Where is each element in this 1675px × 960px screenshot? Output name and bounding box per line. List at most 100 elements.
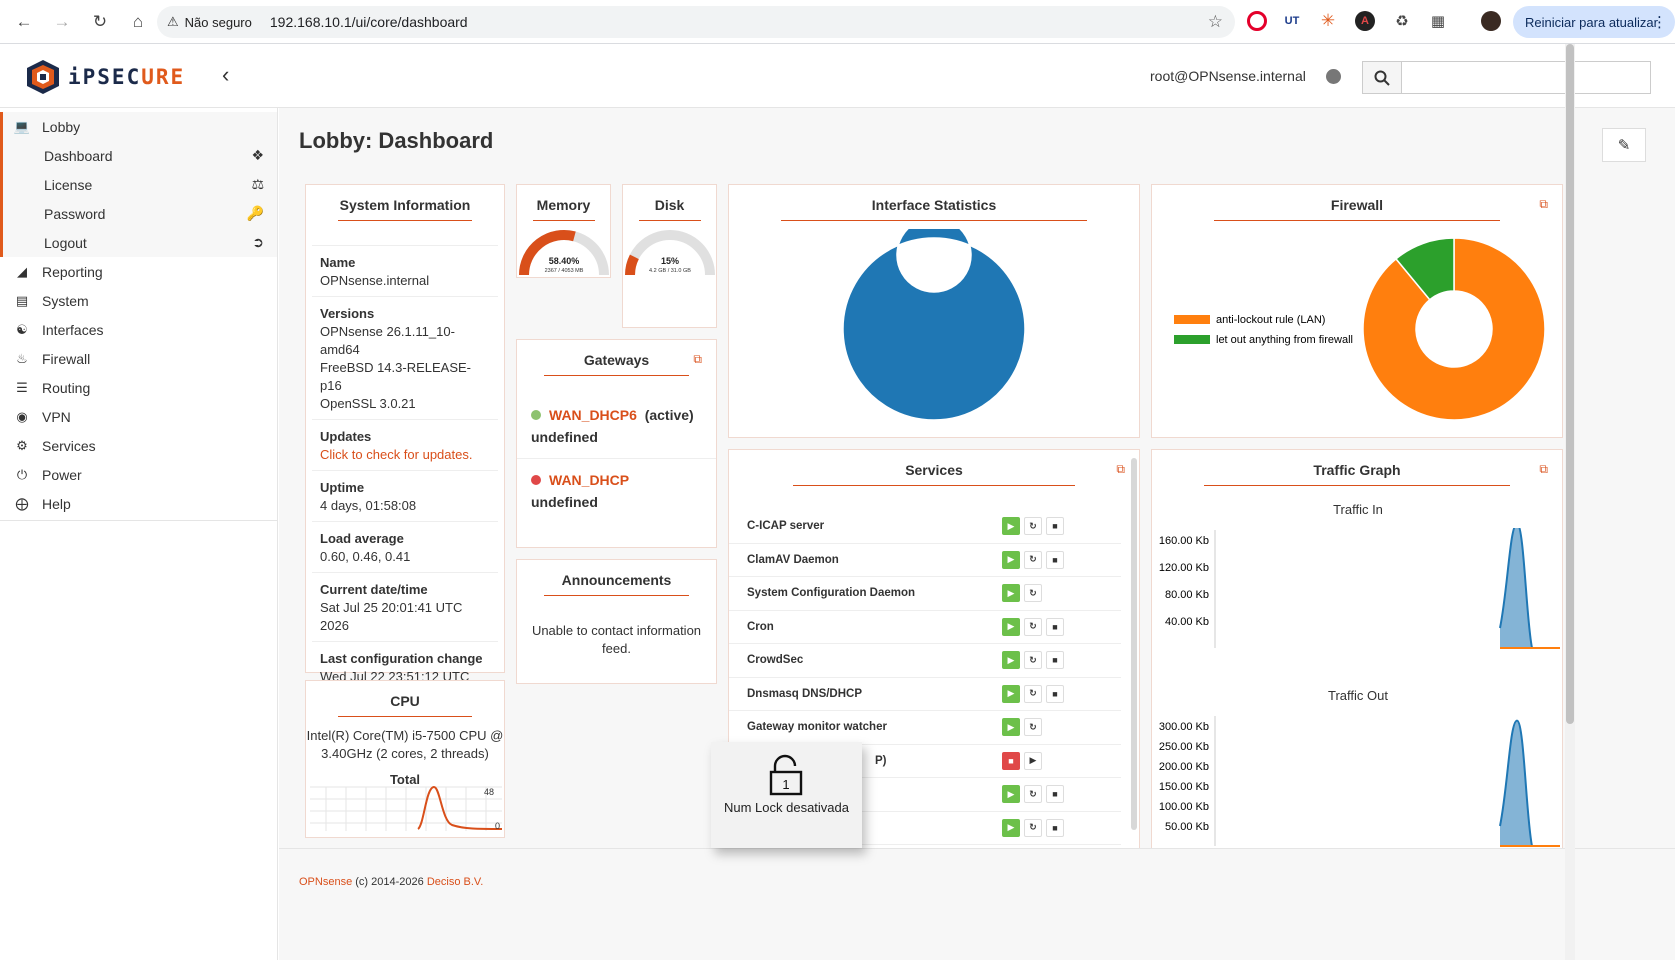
donut-slice[interactable] bbox=[1394, 237, 1455, 301]
footer-product-link[interactable]: OPNsense bbox=[299, 876, 353, 888]
service-status-running-icon[interactable]: ▶ bbox=[1002, 818, 1020, 837]
sidebar-item-routing[interactable]: ☰ Routing bbox=[0, 373, 277, 402]
restart-service-icon[interactable]: ↻ bbox=[1024, 718, 1042, 737]
sidebar-item-system[interactable]: ▤ System bbox=[0, 286, 277, 315]
stop-service-icon[interactable]: ■ bbox=[1046, 517, 1064, 536]
check-updates-link[interactable]: Click to check for updates. bbox=[320, 447, 473, 462]
restart-service-icon[interactable]: ↻ bbox=[1024, 651, 1042, 670]
services-list: C-ICAP server ▶ ↻ ■ ClamAV Daemon ▶ ↻ ■ System C… bbox=[729, 510, 1121, 845]
footer-company-link[interactable]: Deciso B.V. bbox=[426, 876, 484, 888]
restart-service-icon[interactable]: ↻ bbox=[1024, 550, 1042, 569]
traffic-graph-widget: Traffic Graph ⧉ Traffic In 160.00 Kb 120.… bbox=[1151, 449, 1563, 861]
sidebar-item-reporting[interactable]: ◢ Reporting bbox=[0, 257, 277, 286]
gateway-name[interactable]: WAN_DHCP bbox=[549, 472, 630, 488]
restart-service-icon[interactable]: ↻ bbox=[1024, 584, 1042, 603]
sidebar-item-help[interactable]: ⨁ Help bbox=[0, 489, 277, 518]
start-service-icon[interactable]: ▶ bbox=[1024, 751, 1042, 770]
stop-service-icon[interactable]: ■ bbox=[1046, 617, 1064, 636]
donut-slice[interactable] bbox=[842, 229, 1026, 421]
external-link-icon[interactable]: ⧉ bbox=[1539, 462, 1548, 476]
home-icon[interactable]: ⌂ bbox=[132, 11, 144, 31]
ipsecure-logo[interactable]: iPSECURE bbox=[24, 58, 185, 96]
traffic-out-title: Traffic Out bbox=[1328, 688, 1388, 703]
service-status-running-icon[interactable]: ▶ bbox=[1002, 651, 1020, 670]
restart-service-icon[interactable]: ↻ bbox=[1024, 517, 1042, 536]
sidebar-item-password[interactable]: Password 🔑 bbox=[3, 199, 277, 228]
bookmark-star-icon[interactable]: ☆ bbox=[1207, 12, 1223, 31]
sidebar-item-firewall[interactable]: ♨ Firewall bbox=[0, 344, 277, 373]
ut-extension-icon[interactable]: UT bbox=[1284, 15, 1300, 27]
forward-icon[interactable]: → bbox=[53, 11, 71, 31]
security-label[interactable]: Não seguro bbox=[184, 14, 252, 30]
service-status-running-icon[interactable]: ▶ bbox=[1002, 684, 1020, 703]
stop-service-icon[interactable]: ■ bbox=[1046, 684, 1064, 703]
sidebar: 💻 Lobby Dashboard ❖ License ⚖ Password 🔑… bbox=[0, 108, 278, 960]
stop-service-icon[interactable]: ■ bbox=[1046, 785, 1064, 804]
sidebar-item-logout[interactable]: Logout ➲ bbox=[3, 228, 277, 257]
external-link-icon[interactable]: ⧉ bbox=[1116, 462, 1125, 476]
cpu-sparkline: 48 0 bbox=[310, 785, 503, 831]
url-text[interactable]: 192.168.10.1/ui/core/dashboard bbox=[269, 14, 468, 30]
announcements-widget: Announcements Unable to contact informat… bbox=[516, 559, 717, 684]
extensions-icon[interactable]: ▦ bbox=[1430, 13, 1446, 30]
service-status-running-icon[interactable]: ▶ bbox=[1002, 785, 1020, 804]
donut-slice[interactable] bbox=[1362, 237, 1546, 421]
traffic-line bbox=[1499, 528, 1560, 649]
restart-service-icon[interactable]: ↻ bbox=[1024, 818, 1042, 837]
widget-title-text: Interface Statistics bbox=[871, 197, 997, 213]
service-row: P) ■ ▶ bbox=[729, 745, 1121, 778]
edit-dashboard-button[interactable]: ✎ bbox=[1602, 128, 1646, 162]
restart-update-button[interactable]: Reiniciar para atualizar ⋮ bbox=[1513, 6, 1675, 38]
stop-service-icon[interactable]: ■ bbox=[1046, 550, 1064, 569]
puzzle-extension-icon[interactable]: ♻ bbox=[1395, 13, 1409, 30]
restart-service-icon[interactable]: ↻ bbox=[1024, 785, 1042, 804]
stop-service-icon[interactable]: ■ bbox=[1046, 818, 1064, 837]
sidebar-item-interfaces[interactable]: ☯ Interfaces bbox=[0, 315, 277, 344]
sysinfo-name-row: Name OPNsense.internal bbox=[312, 245, 498, 296]
sidebar-item-license[interactable]: License ⚖ bbox=[3, 170, 277, 199]
sidebar-item-dashboard[interactable]: Dashboard ❖ bbox=[3, 141, 277, 170]
page-scrollbar[interactable] bbox=[1565, 44, 1575, 960]
user-label[interactable]: root@OPNsense.internal bbox=[1150, 68, 1306, 84]
back-icon[interactable]: ← bbox=[15, 11, 33, 31]
more-menu-icon[interactable]: ⋮ bbox=[1652, 14, 1667, 31]
restart-service-icon[interactable]: ↻ bbox=[1024, 617, 1042, 636]
sidebar-item-lobby[interactable]: 💻 Lobby bbox=[0, 112, 277, 141]
restart-service-icon[interactable]: ↻ bbox=[1024, 684, 1042, 703]
gateway-name[interactable]: WAN_DHCP6 bbox=[549, 407, 637, 423]
sidebar-item-vpn[interactable]: ◉ VPN bbox=[0, 402, 277, 431]
external-link-icon[interactable]: ⧉ bbox=[1539, 197, 1548, 211]
gauge-fill bbox=[625, 254, 639, 276]
services-scrollbar[interactable] bbox=[1131, 458, 1137, 830]
traffic-in-title: Traffic In bbox=[1333, 502, 1383, 517]
row-value: 4 days, 01:58:08 bbox=[320, 498, 417, 513]
external-link-icon[interactable]: ⧉ bbox=[693, 352, 702, 366]
address-bar[interactable]: ⚠ Não seguro 192.168.10.1/ui/core/dashbo… bbox=[157, 6, 1235, 38]
legend-label: anti-lockout rule (LAN) bbox=[1216, 314, 1325, 326]
acrobat-extension-icon[interactable]: A bbox=[1355, 11, 1375, 31]
disk-gauge: 15% 4.2 GB / 31.0 GB bbox=[625, 230, 715, 276]
service-status-running-icon[interactable]: ▶ bbox=[1002, 550, 1020, 569]
service-row: ClamAV Daemon ▶ ↻ ■ bbox=[729, 544, 1121, 577]
service-status-running-icon[interactable]: ▶ bbox=[1002, 584, 1020, 603]
profile-avatar[interactable] bbox=[1481, 11, 1501, 31]
opera-extension-icon[interactable] bbox=[1247, 11, 1267, 31]
search-button[interactable] bbox=[1362, 61, 1402, 94]
search-input[interactable] bbox=[1401, 61, 1651, 94]
asterisk-extension-icon[interactable]: ✳ bbox=[1320, 11, 1336, 30]
collapse-sidebar-icon[interactable]: ‹ bbox=[222, 62, 230, 87]
stop-service-icon[interactable]: ■ bbox=[1046, 651, 1064, 670]
title-underline bbox=[781, 220, 1087, 221]
service-status-stopped-icon[interactable]: ■ bbox=[1002, 751, 1020, 770]
service-status-running-icon[interactable]: ▶ bbox=[1002, 517, 1020, 536]
sidebar-item-services[interactable]: ⚙ Services bbox=[0, 431, 277, 460]
legend-swatch bbox=[1174, 335, 1210, 344]
sidebar-item-power[interactable]: ⏻ Power bbox=[0, 460, 277, 489]
disk-widget: Disk 15% 4.2 GB / 31.0 GB bbox=[622, 184, 717, 328]
globe-icon: ◉ bbox=[16, 408, 28, 424]
service-status-running-icon[interactable]: ▶ bbox=[1002, 617, 1020, 636]
service-status-running-icon[interactable]: ▶ bbox=[1002, 718, 1020, 737]
reload-icon[interactable]: ↻ bbox=[92, 11, 108, 31]
status-indicator[interactable] bbox=[1326, 69, 1341, 84]
scrollbar-thumb[interactable] bbox=[1566, 44, 1574, 724]
